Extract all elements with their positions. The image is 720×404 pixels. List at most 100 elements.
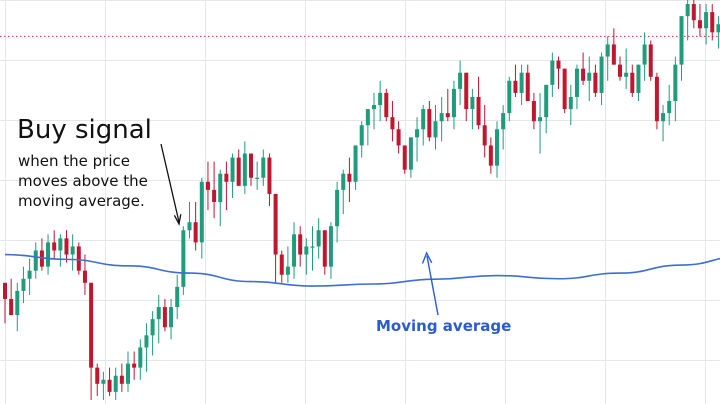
candle-body: [15, 290, 20, 316]
candle: [255, 161, 260, 190]
candle-body: [119, 375, 124, 384]
candle: [292, 222, 297, 279]
candle: [212, 161, 217, 219]
moving-average-arrowhead: [421, 251, 433, 264]
candle-body: [495, 129, 499, 166]
candle: [421, 105, 426, 146]
candle: [298, 226, 303, 267]
candle-body: [519, 72, 524, 93]
candles: [3, 0, 720, 400]
candle: [550, 52, 555, 97]
candle-body: [144, 335, 149, 348]
candle-body: [661, 113, 666, 122]
candle: [169, 298, 174, 340]
candle-body: [568, 96, 573, 110]
candle-body: [445, 113, 450, 118]
moving-average-label: Moving average: [376, 317, 511, 335]
candle-body: [513, 80, 518, 93]
candle-body: [704, 12, 709, 29]
candle: [347, 157, 352, 202]
candle-body: [562, 68, 567, 110]
candle: [341, 169, 346, 215]
candle-body: [46, 242, 51, 267]
candle: [9, 278, 14, 316]
candle-body: [581, 68, 586, 81]
candle-body: [470, 96, 475, 110]
candle-body: [464, 72, 469, 110]
candle-body: [113, 375, 118, 392]
candle: [187, 202, 192, 239]
candle-body: [421, 109, 426, 130]
candle-body: [285, 266, 290, 275]
candle: [144, 323, 149, 372]
candle: [175, 274, 180, 320]
candle: [279, 250, 284, 283]
candle: [249, 153, 253, 186]
candle: [181, 226, 186, 295]
candle-body: [365, 109, 370, 126]
buy-signal-title: Buy signal: [17, 115, 152, 145]
moving-average-line: [4, 253, 720, 287]
candle-body: [667, 101, 672, 114]
candle: [15, 282, 20, 332]
candle: [378, 80, 383, 122]
candle-body: [611, 44, 616, 65]
candle: [433, 105, 438, 150]
candle-body: [482, 125, 487, 146]
candle-body: [353, 145, 358, 182]
candle-body: [451, 88, 456, 118]
candle: [415, 117, 420, 162]
candle: [58, 234, 63, 267]
candle: [458, 60, 463, 106]
candle: [267, 153, 272, 207]
candle: [667, 84, 672, 126]
buy-signal-arrowhead: [173, 214, 182, 226]
candle: [224, 161, 229, 211]
candle: [599, 52, 604, 106]
candle: [218, 169, 223, 227]
candle-body: [556, 60, 561, 69]
candle: [95, 363, 100, 396]
candle-body: [193, 222, 198, 243]
candle: [519, 64, 524, 106]
buy-signal-line-2: moves above the: [18, 172, 148, 190]
candle-body: [52, 242, 57, 251]
candle-body: [255, 177, 260, 179]
candle-body: [550, 60, 555, 85]
candle: [562, 68, 567, 114]
candle: [372, 92, 376, 130]
candle-body: [169, 307, 174, 328]
candle: [76, 242, 81, 275]
candle: [89, 282, 94, 400]
candle-body: [642, 44, 647, 65]
candle: [525, 64, 530, 101]
candle: [126, 351, 130, 392]
candle: [316, 218, 321, 259]
candle: [27, 258, 32, 295]
candle-body: [347, 173, 352, 182]
candle: [624, 48, 629, 89]
candle: [470, 88, 475, 130]
candle-body: [408, 137, 413, 170]
candle: [685, 0, 690, 41]
candle: [322, 230, 327, 275]
candle: [654, 72, 659, 130]
candle-body: [150, 319, 155, 336]
candle-body: [402, 145, 407, 170]
moving-average-arrow: [426, 255, 439, 316]
candle: [119, 363, 124, 392]
candle: [261, 149, 266, 186]
candle: [304, 238, 309, 275]
buy-signal-line-3: moving average.: [18, 192, 145, 210]
candle: [673, 56, 678, 122]
candle: [285, 246, 290, 283]
candle: [236, 149, 241, 186]
candle-body: [58, 238, 63, 251]
candle: [3, 282, 7, 324]
candle-body: [126, 363, 130, 384]
candle-body: [328, 226, 333, 267]
candle: [310, 226, 315, 271]
candle: [636, 64, 641, 101]
